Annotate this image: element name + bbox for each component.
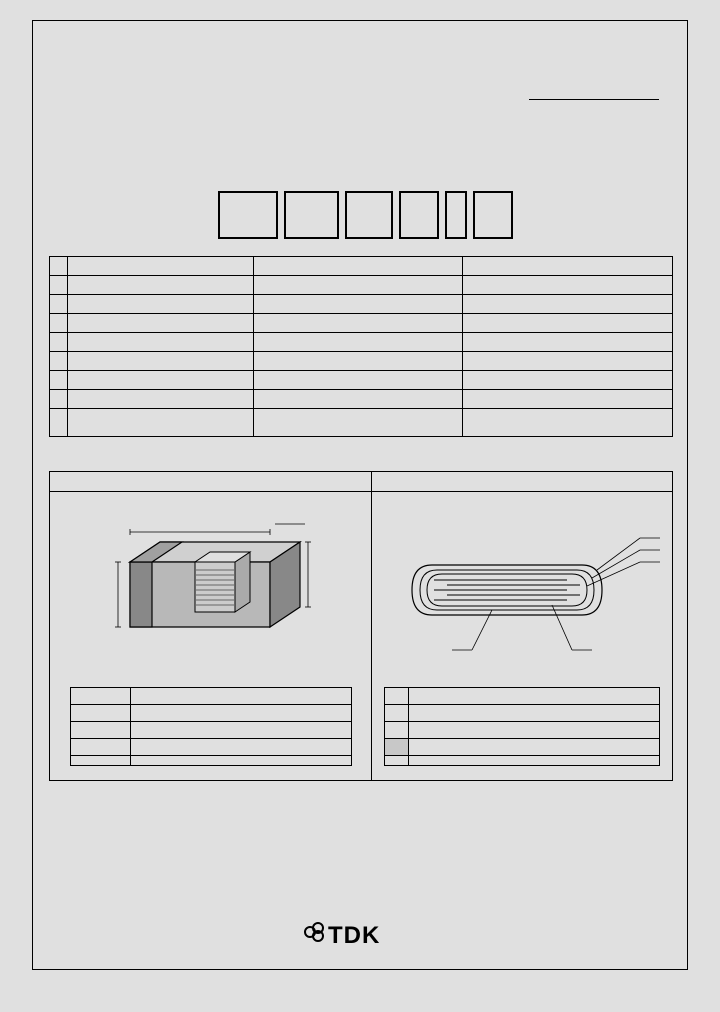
chip-3d-diagram <box>90 512 330 672</box>
table-row <box>50 333 673 352</box>
table-row <box>50 371 673 390</box>
table-row <box>50 257 673 276</box>
construction-panel-header <box>372 472 672 492</box>
table-row <box>385 739 660 756</box>
materials-table <box>384 687 660 766</box>
part-box-2 <box>284 191 339 239</box>
part-box-3 <box>345 191 393 239</box>
tdk-logo-mark <box>303 921 325 950</box>
dimensions-panel-header <box>50 472 371 492</box>
table-row <box>50 352 673 371</box>
table-row <box>50 295 673 314</box>
header-underline <box>529 99 659 100</box>
table-row <box>50 409 673 437</box>
table-row <box>50 390 673 409</box>
part-box-4 <box>399 191 439 239</box>
part-box-5 <box>445 191 467 239</box>
table-row <box>385 756 660 766</box>
table-row <box>71 688 352 705</box>
tdk-logo: TDK <box>303 921 380 950</box>
table-row <box>50 276 673 295</box>
cross-section-diagram <box>392 510 672 680</box>
table-row <box>385 688 660 705</box>
part-box-1 <box>218 191 278 239</box>
table-row <box>50 314 673 333</box>
construction-panel <box>372 472 672 780</box>
specification-table <box>49 256 673 437</box>
dimensions-table <box>70 687 352 766</box>
dimensions-panel <box>50 472 372 780</box>
table-row <box>71 705 352 722</box>
part-box-6 <box>473 191 513 239</box>
table-row <box>385 705 660 722</box>
table-row <box>71 739 352 756</box>
page-frame: TDK <box>32 20 688 970</box>
table-row <box>71 722 352 739</box>
table-row <box>385 722 660 739</box>
part-number-boxes <box>218 191 513 239</box>
tdk-logo-text: TDK <box>328 922 380 950</box>
table-row <box>71 756 352 766</box>
diagram-panels <box>49 471 673 781</box>
